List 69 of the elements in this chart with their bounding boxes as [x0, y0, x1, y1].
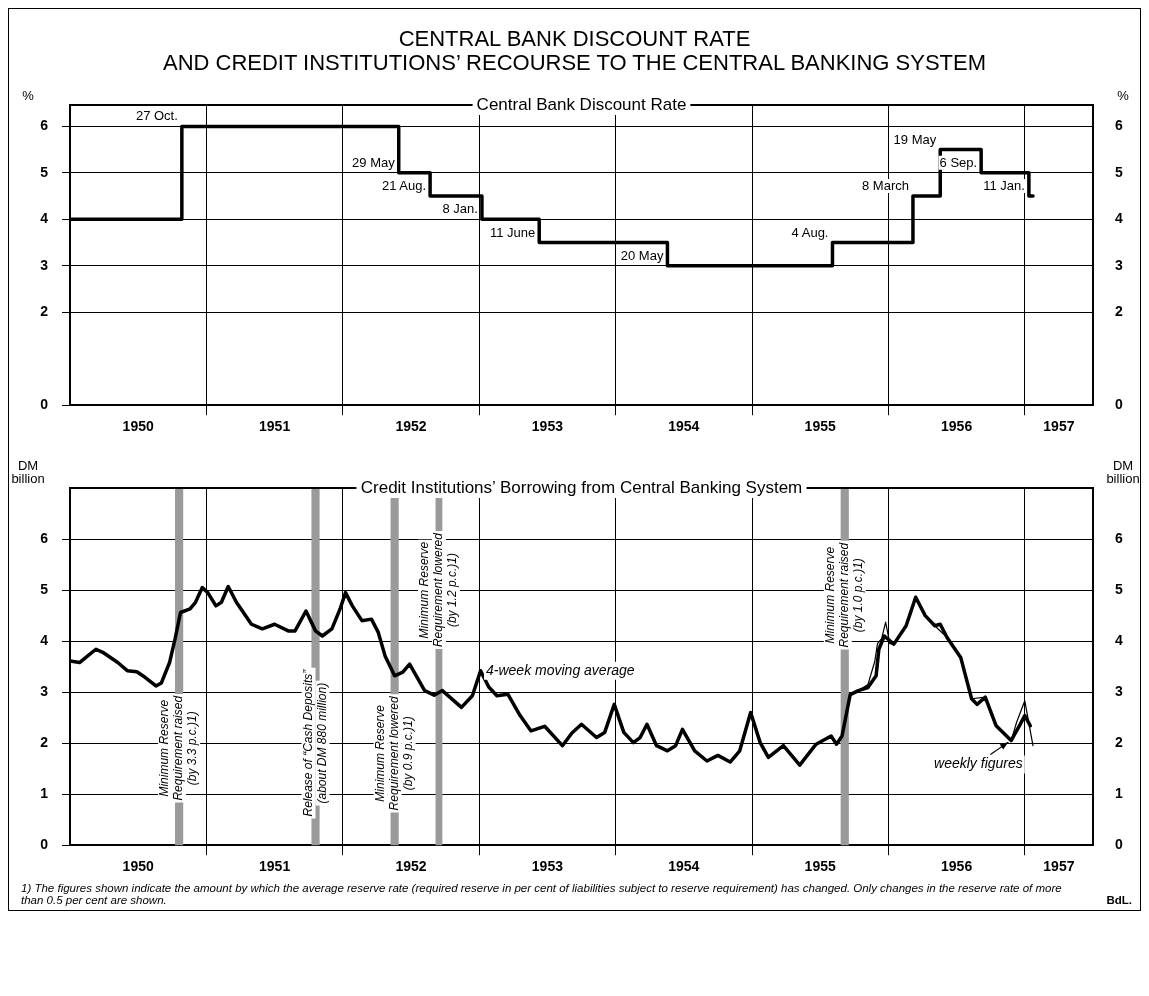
band-label: Minimum Reserve Requirement raised (by 1.0 p.c.)1) [823, 542, 866, 648]
annotation: 8 March [861, 178, 909, 194]
y2-axis-title: DM billion [1106, 458, 1140, 487]
annotation: 4 Aug. [791, 224, 829, 240]
y2-tick-label: 0 [1115, 836, 1123, 853]
y-tick-label: 0 [40, 396, 49, 413]
x-tick-label: 1952 [395, 858, 427, 875]
x-tick-label: 1955 [804, 858, 836, 875]
annotation: 6 Sep. [939, 154, 978, 170]
y-tick-label: 5 [40, 163, 49, 180]
x-tick-label: 1950 [122, 858, 154, 875]
y2-tick-label: 6 [1115, 117, 1123, 134]
legend-label: weekly figures [934, 755, 1023, 772]
y2-tick-label: 4 [1115, 631, 1123, 648]
x-tick-label: 1952 [395, 418, 427, 435]
y2-tick-label: 4 [1115, 210, 1123, 227]
band-label: Minimum Reserve Requirement lowered (by 1.2 p.c.)1) [417, 532, 460, 648]
y2-tick-label: 6 [1115, 529, 1123, 546]
annotation: 19 May [893, 131, 937, 147]
y-axis-title: DM billion [11, 458, 45, 487]
x-tick-label: 1951 [259, 858, 291, 875]
y2-tick-label: 3 [1115, 256, 1123, 273]
x-tick-label: 1950 [122, 418, 154, 435]
y-tick-label: 3 [40, 256, 49, 273]
y-tick-label: 6 [40, 117, 49, 134]
x-tick-label: 1954 [668, 418, 700, 435]
y-tick-label: 2 [40, 734, 49, 750]
y2-tick-label: 2 [1115, 303, 1123, 320]
x-tick-label: 1957 [1043, 418, 1075, 435]
x-tick-label: 1953 [531, 418, 564, 435]
annotation: 27 Oct. [135, 108, 178, 124]
x-tick-label: 1954 [668, 858, 700, 875]
y-tick-label: 4 [40, 210, 49, 227]
y-tick-label: 3 [40, 682, 49, 699]
annotation: 11 June [489, 224, 536, 240]
y2-tick-label: 2 [1115, 734, 1123, 750]
annotation: 29 May [352, 154, 396, 170]
annotation: 11 Jan. [983, 178, 1025, 194]
band-label: Minimum Reserve Requirement raised (by 3.3 p.c.)1) [157, 695, 200, 801]
chart-subtitle: Central Bank Discount Rate [476, 94, 687, 114]
x-tick-label: 1957 [1043, 858, 1075, 875]
x-tick-label: 1956 [941, 858, 973, 875]
y2-axis-title: % [1117, 88, 1130, 104]
y-tick-label: 6 [40, 529, 49, 546]
y2-tick-label: 1 [1115, 785, 1123, 802]
annotation: 21 Aug. [381, 178, 427, 194]
x-tick-label: 1956 [941, 418, 973, 435]
y-tick-label: 5 [40, 580, 49, 597]
x-tick-label: 1951 [259, 418, 291, 435]
x-tick-label: 1955 [804, 418, 836, 435]
annotation: 8 Jan. [442, 201, 478, 217]
y-tick-label: 1 [40, 785, 49, 802]
annotation: 20 May [620, 247, 664, 263]
chart-title: Credit Institutions’ Borrowing from Central Banking System [360, 477, 803, 497]
series-label: 4-week moving average [486, 661, 635, 678]
text: BdL. [1106, 894, 1132, 906]
y-tick-label: 4 [40, 631, 49, 648]
y2-tick-label: 3 [1115, 682, 1123, 699]
y2-tick-label: 5 [1115, 163, 1123, 180]
chart-title: CENTRAL BANK DISCOUNT RATE AND CREDIT INSTITUTIONS’ RECOURSE TO THE CENTRAL BANKING SYSTEM [161, 26, 988, 75]
y2-tick-label: 0 [1115, 396, 1123, 413]
x-tick-label: 1953 [531, 858, 564, 875]
band-label: Release of “Cash Deposits” (about DM 880 million) [300, 668, 329, 817]
band-label: Minimum Reserve Requirement lowered (by 0.9 p.c.)1) [372, 696, 415, 811]
y-tick-label: 0 [40, 836, 49, 853]
y2-tick-label: 5 [1115, 580, 1123, 597]
text: 1) The figures shown indicate the amount by which the average reserve rate (required reserve in per cent of liabilities subject to reserve requirement) has changed. Only changes in the reserve rate of more than 0.5 per cent are shown. [21, 882, 1063, 906]
y-axis-title: % [22, 88, 35, 104]
y-tick-label: 2 [40, 303, 49, 320]
